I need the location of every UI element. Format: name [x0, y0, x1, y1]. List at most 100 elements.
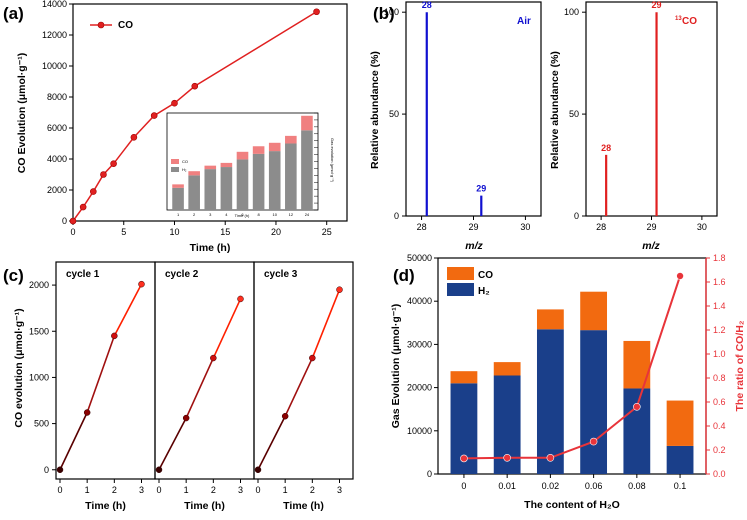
inset-bar-h2 — [220, 167, 233, 210]
co-point — [313, 8, 320, 16]
b-ytick-label: 100 — [564, 7, 579, 17]
inset-bar-h2 — [268, 151, 281, 210]
d-bar-co — [450, 371, 478, 384]
panel-a: (a) 0 2000 4000 6000 8000 10000 12000 14000 0 5 1… — [3, 0, 348, 254]
legend-h2-swatch — [447, 283, 474, 296]
panel-b: (b) 0 50 100 28 29 30 28 29 0 50 100 28 29 30 28 29 Ai… — [369, 0, 718, 252]
d-bar-h2 — [623, 388, 651, 474]
d-ytick-right-label: 0.2 — [713, 445, 726, 455]
cycle-xlabel: Time (h) — [85, 500, 126, 512]
panel-c-ylabel: CO evolution (μmol·g⁻¹) — [13, 308, 25, 427]
co-series-line — [72, 11, 317, 222]
d-bar-co — [493, 362, 521, 376]
b-xtick-label: 29 — [468, 222, 478, 232]
inset-bar-h2 — [188, 175, 200, 210]
inset-bar-chart: 1 2 3 4 6 8 10 12 24 CO H₂ Time (h) Gas evolutio… — [166, 112, 335, 218]
inset-bar-co — [268, 142, 281, 152]
inset-legend-co-swatch — [171, 159, 179, 164]
d-ytick-right-label: 1.2 — [713, 325, 726, 335]
inset-bar-co — [172, 184, 184, 188]
inset-xtick-label: 8 — [257, 212, 260, 217]
c-ytick-label: 1000 — [29, 372, 49, 382]
inset-bar-h2 — [172, 187, 184, 210]
cycle-frame — [253, 261, 354, 480]
b-xtick-label: 30 — [520, 222, 530, 232]
cycle-point — [254, 466, 262, 474]
ms-peak-label: 28 — [601, 143, 611, 153]
a-ytick-label: 0 — [62, 216, 67, 226]
b-xtick-label: 28 — [417, 222, 427, 232]
d-ytick-label: 30000 — [407, 339, 432, 349]
a-ytick-label: 8000 — [47, 92, 67, 102]
d-ytick-label: 50000 — [407, 253, 432, 263]
inset-bar-co — [204, 165, 217, 170]
ratio-point — [589, 437, 598, 446]
panel-d-ylabel: Gas Evolution (μmol·g⁻¹) — [390, 304, 402, 429]
cycle-frame — [154, 261, 255, 480]
legend-co-marker — [97, 21, 105, 29]
d-ytick-label: 0 — [427, 469, 432, 479]
ratio-series-line — [463, 275, 682, 460]
d-bar-co — [536, 309, 564, 330]
cycle-segment — [212, 298, 242, 359]
cycle-segment — [158, 417, 187, 471]
panel-label-c: (c) — [3, 266, 24, 285]
cycle-xlabel: Time (h) — [184, 500, 225, 512]
panel-d: (d) 0 10000 20000 30000 40000 50000 0.0 0.2 0.4… — [390, 253, 746, 511]
cycle-point — [281, 412, 289, 420]
b-xtick-label: 29 — [646, 222, 656, 232]
cycle-segment — [113, 283, 143, 337]
cycle-point — [56, 466, 64, 474]
panel-c: (c) 0 500 1000 1500 2000 0 1 2 3 Time (h) cycle 1… — [3, 261, 354, 512]
panel-d-ylabel-right: The ratio of CO/H₂ — [734, 320, 746, 411]
inset-bar-co — [220, 162, 233, 168]
d-ytick-right-label: 0.4 — [713, 421, 726, 431]
cycle-point — [155, 466, 163, 474]
inset-xtick-label: 12 — [289, 212, 294, 217]
panel-b-13co-ylabel: Relative abundance (%) — [549, 51, 561, 169]
c-xtick-label: 1 — [283, 485, 288, 495]
inset-xtick-label: 6 — [241, 212, 244, 217]
co-point — [79, 203, 87, 211]
co-point — [89, 188, 97, 195]
d-ytick-right-label: 0.0 — [713, 469, 726, 479]
inset-xtick-label: 3 — [209, 212, 212, 217]
d-ytick-right-label: 1.6 — [713, 277, 726, 287]
cycle-label: cycle 1 — [66, 269, 100, 280]
panel-a-xlabel: Time (h) — [190, 242, 231, 254]
legend-co-label-d: CO — [478, 270, 493, 281]
cycle-label: cycle 2 — [165, 269, 199, 280]
c-ytick-label: 0 — [44, 465, 49, 475]
co-point — [150, 112, 158, 119]
inset-bar-h2 — [285, 143, 297, 210]
d-bar-co — [580, 291, 608, 331]
a-xtick-label: 0 — [70, 227, 75, 237]
inset-ylabel: Gas evolution (μmol·g⁻¹) — [330, 138, 335, 183]
c-xtick-label: 1 — [85, 485, 90, 495]
a-ytick-label: 6000 — [47, 123, 67, 133]
panel-label-a: (a) — [3, 4, 24, 23]
d-xtick-label: 0.06 — [585, 481, 603, 491]
cycle-segment — [185, 357, 215, 419]
c-xtick-label: 3 — [238, 485, 243, 495]
inset-xtick-label: 4 — [225, 212, 228, 217]
b-ytick-label: 50 — [389, 109, 399, 119]
inset-xtick-label: 1 — [177, 212, 180, 217]
cycle-point — [111, 332, 118, 340]
d-ytick-right-label: 1.8 — [713, 253, 726, 263]
co-point — [191, 82, 199, 90]
a-ytick-label: 12000 — [42, 30, 67, 40]
a-xtick-label: 20 — [271, 227, 281, 237]
panel-label-d: (d) — [393, 266, 415, 285]
panel-b-13co-xlabel: m/z — [642, 240, 660, 252]
panel-d-xlabel: The content of H₂O — [524, 499, 620, 511]
d-xtick-label: 0.1 — [674, 481, 687, 491]
c-xtick-label: 1 — [184, 485, 189, 495]
c-ytick-label: 2000 — [29, 280, 49, 290]
ratio-point — [503, 453, 511, 462]
inset-bar-co — [188, 171, 200, 176]
c-ytick-label: 1500 — [29, 326, 49, 336]
c-xtick-label: 0 — [156, 485, 161, 495]
ms-peak-label: 29 — [476, 184, 486, 194]
d-ytick-right-label: 1.4 — [713, 301, 726, 311]
